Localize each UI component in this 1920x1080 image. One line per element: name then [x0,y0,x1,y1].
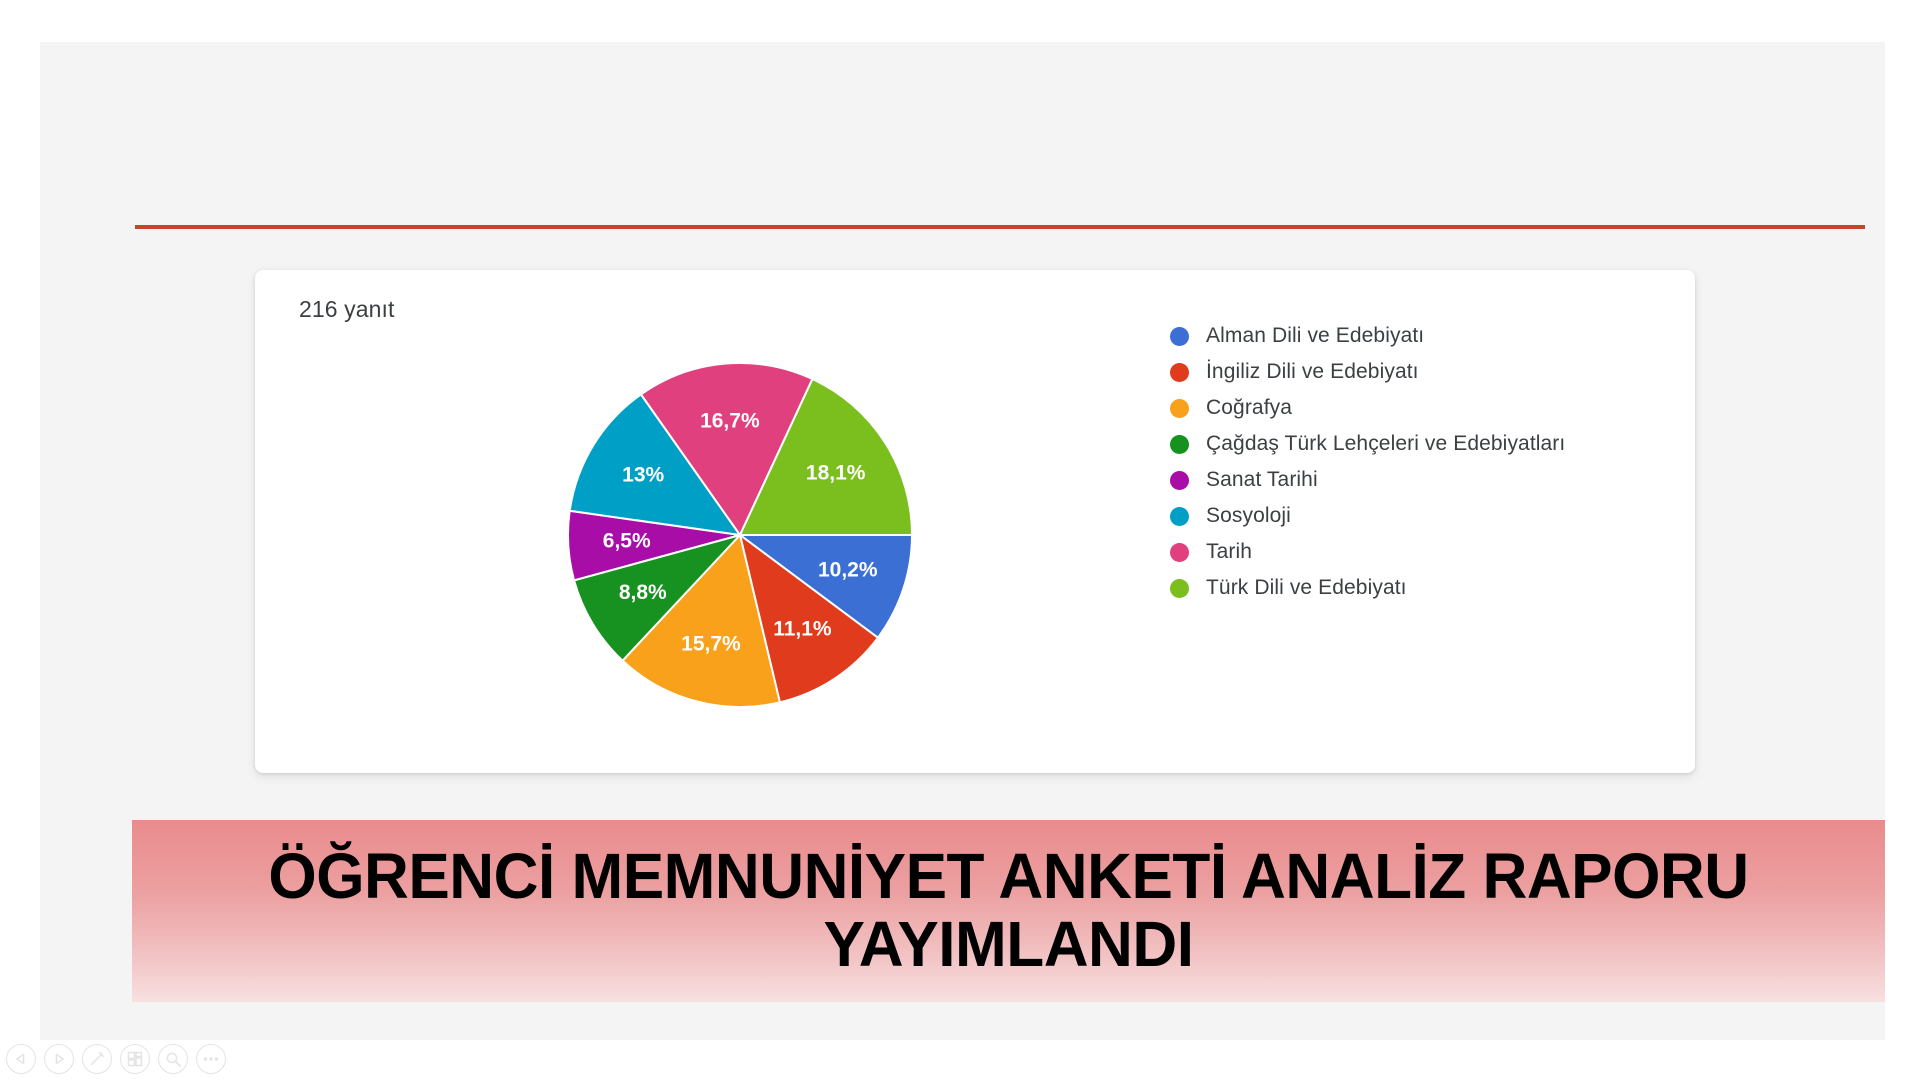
pie-slice [738,532,880,704]
slide-grid-button[interactable] [120,1044,150,1074]
more-options-button[interactable] [196,1044,226,1074]
grid-icon [127,1051,143,1067]
legend-item-label: Tarih [1206,540,1253,563]
pie-chart-svg: 10,2% 11,1% 15,7% 8,8% 6,5% 13% 16,7% 18,1% [567,362,914,708]
legend-item-label: Sanat Tarihi [1206,468,1318,491]
previous-slide-button[interactable] [6,1044,36,1074]
pie-slice [621,532,782,708]
pie-slice [568,392,743,537]
pie-slices-group [567,362,914,708]
legend-item: Tarih [1170,534,1650,570]
ellipsis-icon [202,1055,220,1063]
pie-slice-label: 18,1% [806,461,866,484]
legend-item: Sanat Tarihi [1170,462,1650,498]
legend-item: Sosyoloji [1170,498,1650,534]
zoom-button[interactable] [158,1044,188,1074]
pie-slice [738,377,914,536]
legend-item: İngiliz Dili ve Edebiyatı [1170,354,1650,390]
pie-slice-label: 16,7% [700,409,760,432]
legend-item-label: Çağdaş Türk Lehçeleri ve Edebiyatları [1206,432,1566,455]
legend-swatch-icon [1170,578,1189,598]
annotate-button[interactable] [82,1044,112,1074]
title-banner: ÖĞRENCİ MEMNUNİYET ANKETİ ANALİZ RAPORU … [132,820,1885,1002]
decorative-rule [135,225,1865,229]
pie-slice-label: 11,1% [773,617,832,640]
legend-item: Alman Dili ve Edebiyatı [1170,318,1650,354]
pie-slice-label: 10,2% [818,558,878,581]
pie-slice-label: 8,8% [619,581,667,604]
viewer-toolbar [6,1044,226,1074]
pie-slice-label: 15,7% [681,632,741,655]
banner-title-text: ÖĞRENCİ MEMNUNİYET ANKETİ ANALİZ RAPORU … [268,840,1749,980]
legend-swatch-icon [1170,542,1189,562]
legend-item: Coğrafya [1170,390,1650,426]
legend-swatch-icon [1170,398,1189,418]
legend-swatch-icon [1170,434,1189,454]
legend-item-label: İngiliz Dili ve Edebiyatı [1206,360,1419,383]
triangle-right-icon [51,1051,67,1067]
search-icon [165,1051,182,1068]
legend-item-label: Sosyoloji [1206,504,1291,527]
pie-legend: Alman Dili ve Edebiyatı İngiliz Dili ve E… [1170,318,1650,606]
pie-slice [572,533,744,663]
pie-labels-group: 10,2% 11,1% 15,7% 8,8% 6,5% 13% 16,7% 18,1% [603,409,878,655]
survey-chart-card: 216 yanıt 10,2% 11,1% 15,7% 8,8% 6,5% 13% 16,7… [255,270,1695,773]
pie-slice [639,362,814,537]
pie-slice-label: 13% [622,463,664,486]
legend-item: Çağdaş Türk Lehçeleri ve Edebiyatları [1170,426,1650,462]
legend-item: Türk Dili ve Edebiyatı [1170,570,1650,606]
triangle-left-icon [13,1051,29,1067]
legend-swatch-icon [1170,470,1189,490]
pie-slice-label: 6,5% [603,530,651,553]
legend-swatch-icon [1170,326,1189,346]
next-slide-button[interactable] [44,1044,74,1074]
legend-swatch-icon [1170,362,1189,382]
legend-item-label: Coğrafya [1206,396,1293,419]
legend-item-label: Türk Dili ve Edebiyatı [1206,576,1407,599]
legend-item-label: Alman Dili ve Edebiyatı [1206,324,1425,347]
pie-slice [736,534,914,640]
legend-swatch-icon [1170,506,1189,526]
response-count-label: 216 yanıt [299,296,395,322]
pie-chart: 10,2% 11,1% 15,7% 8,8% 6,5% 13% 16,7% 18,1% [565,360,915,710]
pencil-icon [88,1050,106,1068]
slide-canvas: 216 yanıt 10,2% 11,1% 15,7% 8,8% 6,5% 13% 16,7… [40,42,1885,1040]
